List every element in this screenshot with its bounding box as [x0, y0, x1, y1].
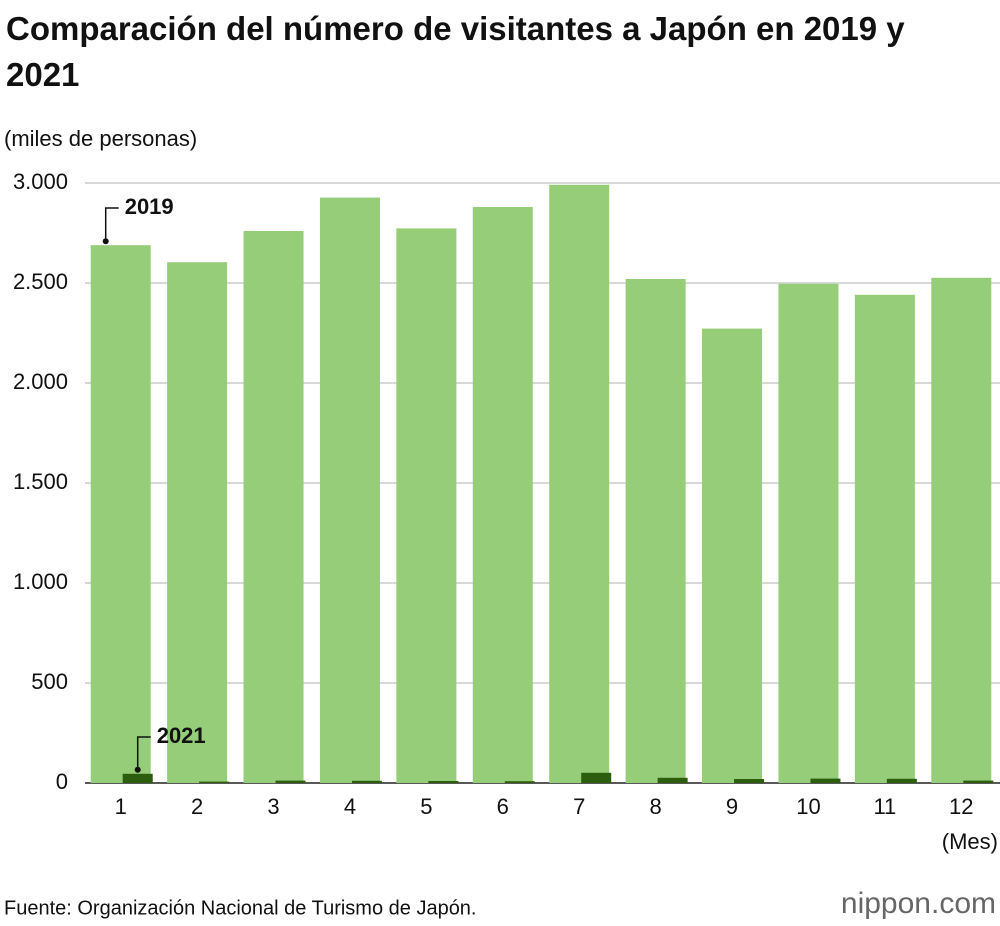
x-tick-label: 8	[650, 794, 662, 819]
bar	[625, 279, 686, 783]
x-axis-label: (Mes)	[942, 829, 998, 854]
bar	[90, 245, 151, 783]
bar	[581, 772, 612, 783]
logo: nippon.com	[841, 887, 996, 920]
bar	[319, 197, 380, 784]
bar	[396, 228, 457, 783]
source: Fuente: Organización Nacional de Turismo…	[4, 897, 477, 919]
legend-label: 2019	[125, 194, 174, 219]
y-tick-label: 1.500	[13, 469, 68, 494]
bar	[275, 780, 306, 783]
x-tick-label: 6	[497, 794, 509, 819]
y-tick-label: 1.000	[13, 569, 68, 594]
chart-title: Comparación del número de visitantes a J…	[6, 10, 905, 93]
bar	[504, 781, 535, 783]
bar	[428, 781, 459, 783]
bar	[931, 277, 992, 783]
bar	[122, 773, 153, 783]
y-tick-label: 2.500	[13, 269, 68, 294]
y-tick-label: 500	[31, 669, 68, 694]
bar	[167, 262, 228, 783]
y-axis-label: (miles de personas)	[4, 126, 197, 151]
bar	[549, 184, 610, 784]
bar	[778, 283, 839, 783]
x-tick-label: 1	[115, 794, 127, 819]
bar	[702, 328, 763, 783]
x-tick-label: 5	[420, 794, 432, 819]
bar	[472, 207, 533, 783]
x-tick-label: 2	[191, 794, 203, 819]
y-tick-label: 3.000	[13, 169, 68, 194]
y-tick-label: 0	[56, 769, 68, 794]
bar	[243, 231, 304, 783]
bar	[854, 294, 915, 783]
bar	[199, 781, 230, 783]
bar	[963, 780, 994, 783]
x-tick-label: 11	[873, 794, 896, 819]
x-tick-label: 12	[949, 794, 973, 819]
x-tick-label: 9	[726, 794, 738, 819]
bar	[886, 778, 917, 783]
x-tick-label: 10	[796, 794, 820, 819]
x-tick-label: 7	[573, 794, 585, 819]
legend-label: 2021	[157, 723, 206, 748]
x-tick-label: 4	[344, 794, 356, 819]
x-tick-label: 3	[267, 794, 279, 819]
bar	[351, 780, 382, 783]
y-tick-label: 2.000	[13, 369, 68, 394]
callout-line	[104, 207, 119, 242]
callout-line	[136, 736, 151, 770]
bar	[810, 778, 841, 783]
bar	[734, 779, 765, 783]
bar	[657, 777, 688, 783]
